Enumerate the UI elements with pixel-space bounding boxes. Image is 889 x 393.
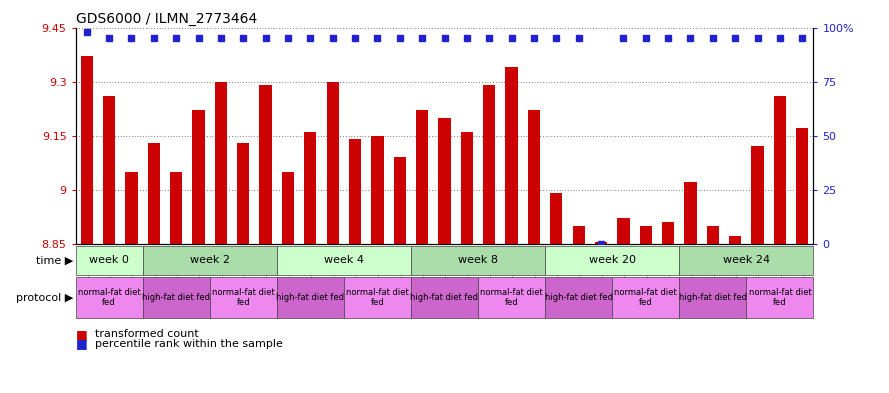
Bar	[545, 246, 679, 275]
Bar	[639, 226, 652, 244]
Bar	[679, 246, 813, 275]
Bar	[595, 242, 607, 244]
Bar	[617, 219, 629, 244]
Text: high-fat diet fed: high-fat diet fed	[411, 293, 478, 302]
Bar	[348, 139, 361, 244]
Bar	[148, 143, 160, 244]
Text: week 24: week 24	[723, 255, 770, 265]
Text: normal-fat diet
fed: normal-fat diet fed	[614, 288, 677, 307]
Text: GDS6000 / ILMN_2773464: GDS6000 / ILMN_2773464	[76, 13, 257, 26]
Text: normal-fat diet
fed: normal-fat diet fed	[480, 288, 543, 307]
Bar	[81, 56, 92, 244]
Bar	[276, 246, 411, 275]
Text: ■: ■	[76, 327, 92, 341]
Bar	[751, 146, 764, 244]
Bar	[729, 237, 741, 244]
Bar	[125, 172, 138, 244]
Bar	[545, 277, 613, 318]
Bar	[679, 277, 747, 318]
Text: normal-fat diet
fed: normal-fat diet fed	[212, 288, 275, 307]
Bar	[215, 81, 227, 244]
Bar	[103, 96, 116, 244]
Bar	[483, 85, 495, 244]
Bar	[573, 226, 585, 244]
Bar	[662, 222, 674, 244]
Text: normal-fat diet
fed: normal-fat diet fed	[749, 288, 812, 307]
Text: transformed count: transformed count	[95, 329, 199, 339]
Bar	[550, 193, 563, 244]
Text: time ▶: time ▶	[36, 255, 73, 265]
Text: week 0: week 0	[89, 255, 129, 265]
Bar	[394, 157, 406, 244]
Bar	[528, 110, 541, 244]
Bar	[260, 85, 272, 244]
Text: week 20: week 20	[589, 255, 636, 265]
Bar	[747, 277, 813, 318]
Bar	[372, 136, 383, 244]
Bar	[76, 246, 142, 275]
Bar	[170, 172, 182, 244]
Bar	[76, 277, 142, 318]
Bar	[142, 246, 276, 275]
Bar	[304, 132, 316, 244]
Bar	[478, 277, 545, 318]
Bar	[707, 226, 719, 244]
Bar	[237, 143, 250, 244]
Bar	[282, 172, 294, 244]
Bar	[797, 129, 808, 244]
Text: high-fat diet fed: high-fat diet fed	[276, 293, 344, 302]
Text: percentile rank within the sample: percentile rank within the sample	[95, 339, 283, 349]
Bar	[461, 132, 473, 244]
Bar	[276, 277, 344, 318]
Bar	[210, 277, 276, 318]
Text: high-fat diet fed: high-fat diet fed	[545, 293, 613, 302]
Text: normal-fat diet
fed: normal-fat diet fed	[77, 288, 140, 307]
Bar	[613, 277, 679, 318]
Text: high-fat diet fed: high-fat diet fed	[142, 293, 210, 302]
Text: week 2: week 2	[189, 255, 229, 265]
Bar	[685, 182, 697, 244]
Bar	[506, 67, 517, 244]
Text: ■: ■	[76, 337, 92, 351]
Text: week 4: week 4	[324, 255, 364, 265]
Bar	[411, 277, 478, 318]
Bar	[416, 110, 428, 244]
Text: high-fat diet fed: high-fat diet fed	[679, 293, 747, 302]
Bar	[192, 110, 204, 244]
Text: protocol ▶: protocol ▶	[16, 293, 73, 303]
Bar	[326, 81, 339, 244]
Text: week 8: week 8	[458, 255, 498, 265]
Bar	[411, 246, 545, 275]
Text: normal-fat diet
fed: normal-fat diet fed	[346, 288, 409, 307]
Bar	[773, 96, 786, 244]
Bar	[142, 277, 210, 318]
Bar	[344, 277, 411, 318]
Bar	[438, 118, 451, 244]
